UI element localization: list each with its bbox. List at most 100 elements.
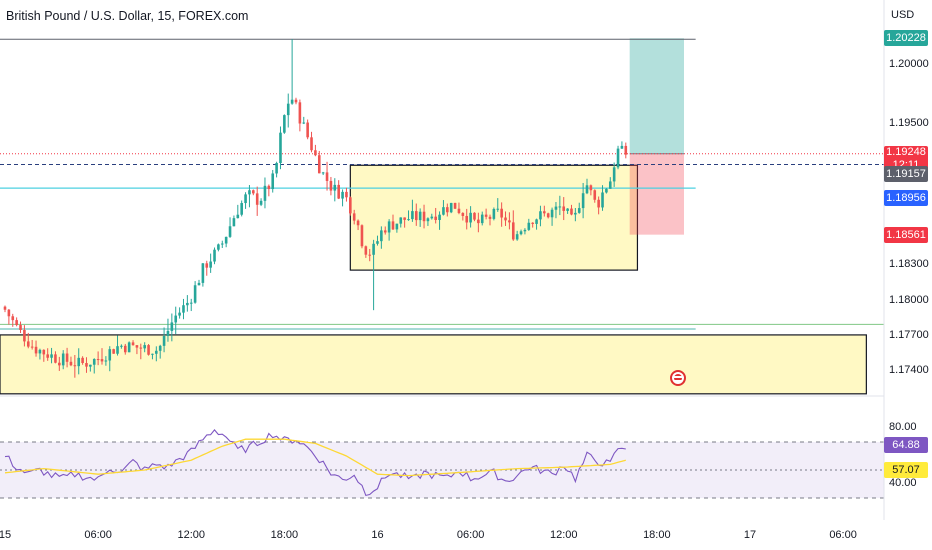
candle-5 [23,325,26,347]
candle-26 [104,356,108,366]
candle-body [224,236,228,244]
candle-0 [3,305,7,313]
candle-body [523,229,527,232]
candle-116 [453,202,457,210]
time-tick: 06:00 [829,529,857,541]
candle-body [174,315,178,323]
candle-body [61,353,65,366]
candle-43 [170,313,174,342]
candle-125 [488,214,492,226]
candle-108 [422,204,426,229]
candle-49 [193,281,197,304]
candle-10 [42,349,46,362]
candle-body [539,211,542,220]
candle-body [271,173,275,190]
candle-105 [411,199,414,222]
candle-body [155,350,158,354]
candle-body [383,230,387,233]
candle-body [504,217,507,221]
candle-3 [15,317,18,327]
price-label-value: 1.19157 [886,168,926,181]
candle-body [500,208,503,218]
candle-119 [465,208,469,230]
candle-body [372,243,375,255]
candle-body [492,208,496,219]
candle-38 [151,353,154,360]
candle-40 [158,344,162,359]
candle-126 [492,207,496,221]
price-label: 1.19157 [884,166,928,183]
candle-body [232,218,236,227]
time-tick: 15 [0,529,12,541]
candle-body [317,155,321,174]
rsi-tick: 80.00 [889,421,917,433]
candle-body [612,167,616,182]
candle-21 [85,357,88,373]
candle-body [81,357,84,364]
candle-52 [205,260,209,276]
candle-114 [446,203,449,217]
candle-123 [480,211,484,226]
candle-body [182,305,185,313]
candle-body [407,219,410,221]
candle-47 [186,295,189,312]
levels-layer [0,38,884,330]
candle-body [550,209,554,218]
rsi-pane [0,429,884,499]
candle-118 [461,212,465,221]
candle-129 [504,211,507,226]
candle-body [349,197,352,214]
candle-body [321,172,325,174]
candle-body [620,145,624,149]
candle-130 [508,212,511,230]
candle-body [112,349,115,354]
candle-28 [112,348,115,354]
candle-65 [255,186,259,216]
candle-74 [290,39,294,105]
candle-body [244,194,247,204]
candle-body [104,360,108,362]
candle-body [422,211,426,222]
price-label-value: 1.19248 [886,145,926,158]
candle-37 [147,344,150,356]
candle-body [364,246,368,255]
candle-body [7,309,11,317]
candle-72 [283,114,286,134]
candle-body [92,359,96,365]
candle-body [116,346,119,354]
candle-body [414,211,418,221]
candle-body [77,357,81,367]
price-label: 1.18561 [884,226,928,243]
price-label-value: 1.18956 [886,192,926,205]
candle-78 [306,119,309,140]
candle-body [166,330,170,337]
candle-body [3,306,7,310]
candle-body [217,244,220,250]
candle-131 [511,210,515,241]
candle-46 [182,298,185,320]
candle-body [170,322,174,331]
candle-body [73,365,77,367]
candle-body [26,341,30,347]
candle-body [46,354,49,358]
candle-body [123,345,127,353]
candle-16 [65,347,69,368]
us-flag-icon[interactable] [670,370,686,386]
candle-69 [271,169,275,193]
candle-67 [263,177,267,209]
candle-45 [178,307,181,319]
candle-42 [166,318,170,342]
candle-body [143,345,146,349]
candle-102 [399,217,403,228]
candle-body [65,353,69,362]
candle-body [69,361,73,366]
price-label: 1.20228 [884,30,928,47]
candle-body [558,206,562,208]
candle-151 [589,184,593,196]
candle-96 [376,235,379,246]
candle-142 [554,201,558,219]
candle-body [387,221,391,233]
candle-92 [360,224,364,249]
candle-body [581,193,585,209]
